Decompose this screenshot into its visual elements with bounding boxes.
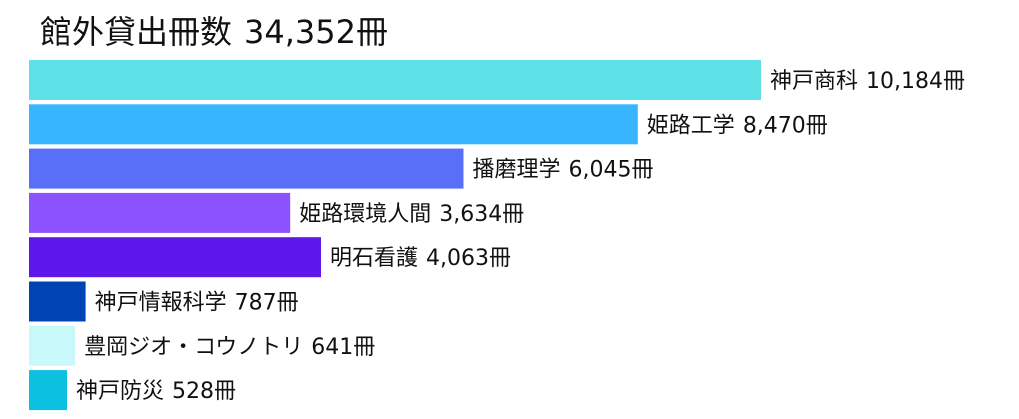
bar-category-label: 姫路工学 [647, 113, 735, 138]
chart-total-label: 34,352冊 [244, 13, 388, 51]
bar-label-2: 姫路工学 8,470冊 [647, 113, 828, 138]
bar-category-label: 豊岡ジオ・コウノトリ [84, 335, 303, 360]
bar-3 [29, 148, 464, 189]
bar-category-label: 姫路環境人間 [299, 202, 431, 227]
bar-value-label: 641冊 [311, 335, 375, 360]
bar-5 [29, 237, 321, 278]
bar-value-label: 6,045冊 [569, 158, 654, 183]
bar-label-8: 神戸防災 528冊 [76, 379, 236, 404]
chart-title: 館外貸出冊数 34,352冊 [40, 12, 388, 52]
bar-4 [29, 192, 291, 233]
bar-2 [29, 104, 638, 145]
bar-value-label: 10,184冊 [866, 69, 965, 94]
bar-1 [29, 60, 761, 100]
bar-value-label: 8,470冊 [743, 113, 828, 138]
bar-value-label: 787冊 [235, 291, 299, 316]
bar-category-label: 播磨理学 [473, 158, 561, 183]
bar-7 [29, 325, 76, 366]
bar-category-label: 神戸情報科学 [95, 291, 227, 316]
bar-category-label: 明石看護 [330, 246, 418, 271]
chart-title-text: 館外貸出冊数 [40, 13, 233, 51]
bar-6 [29, 281, 86, 322]
bar-label-1: 神戸商科 10,184冊 [770, 69, 965, 94]
bar-8 [29, 370, 67, 411]
bar-value-label: 3,634冊 [439, 202, 524, 227]
bar-label-3: 播磨理学 6,045冊 [473, 158, 654, 183]
bar-value-label: 4,063冊 [426, 246, 511, 271]
bar-category-label: 神戸防災 [76, 379, 164, 404]
bar-category-label: 神戸商科 [770, 69, 858, 94]
bar-label-4: 姫路環境人間 3,634冊 [299, 202, 524, 227]
bar-label-6: 神戸情報科学 787冊 [95, 291, 299, 316]
bar-label-7: 豊岡ジオ・コウノトリ 641冊 [84, 335, 375, 360]
bar-value-label: 528冊 [172, 379, 236, 404]
bar-label-5: 明石看護 4,063冊 [330, 246, 511, 271]
